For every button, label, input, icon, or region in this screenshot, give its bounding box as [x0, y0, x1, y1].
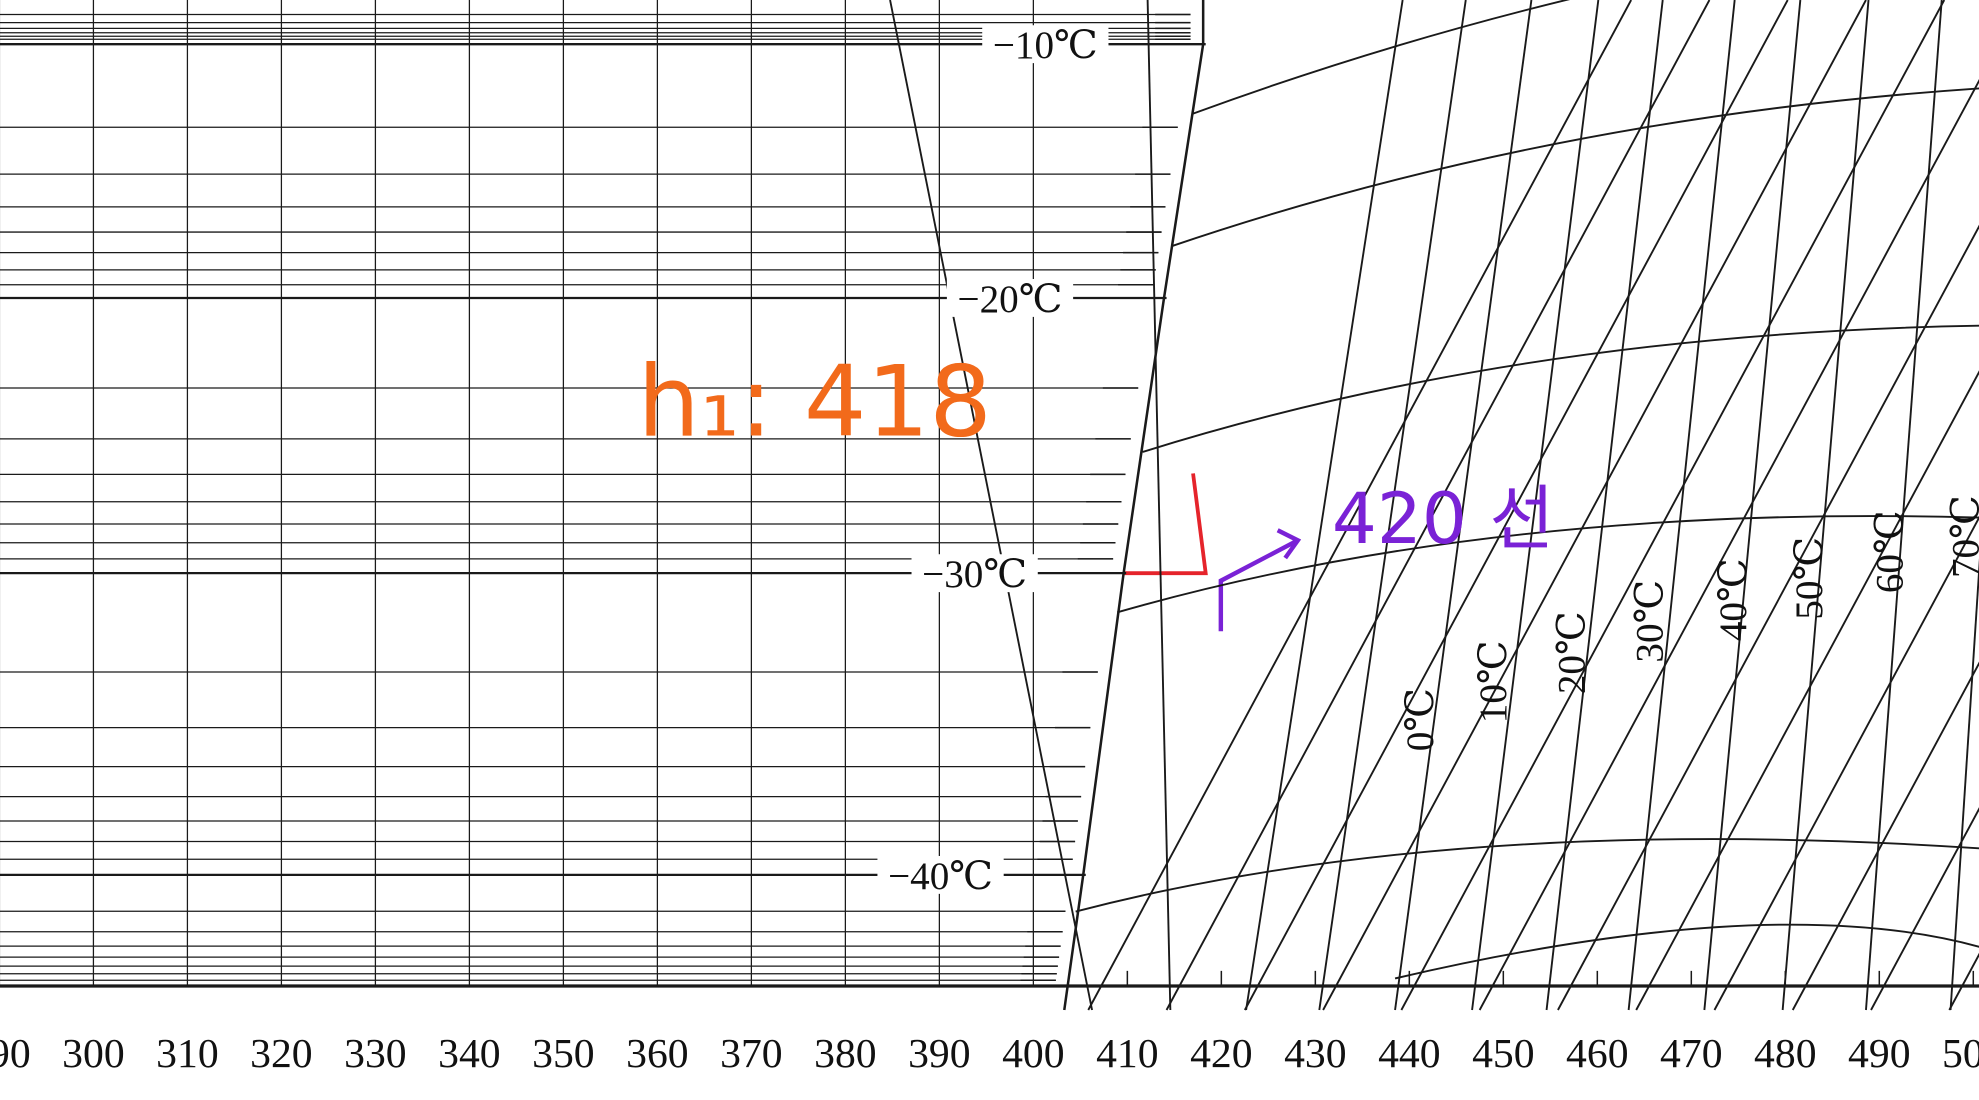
saturated-vapor-line — [1063, 0, 1205, 1011]
sat-temp-label: −40℃ — [888, 855, 993, 898]
x-tick-label: 400 — [1002, 1031, 1064, 1077]
superheat-temp-label: 20℃ — [1550, 611, 1593, 694]
superheat-temp-label: 30℃ — [1629, 580, 1672, 663]
x-tick-label: 430 — [1284, 1031, 1346, 1077]
x-tick-label: 470 — [1660, 1031, 1722, 1077]
x-tick-label: 450 — [1472, 1031, 1534, 1077]
isochore — [1142, 324, 1979, 453]
isotherm-line — [1865, 0, 1943, 1011]
superheat-temp-label: 10℃ — [1472, 640, 1515, 723]
isochore — [1075, 838, 1979, 913]
isentrope — [1322, 0, 1867, 1011]
isentrope — [1713, 515, 1979, 1011]
isentrope — [1243, 0, 1789, 1011]
label-bg — [911, 554, 1038, 593]
superheat-temp-label: 70℃ — [1944, 495, 1979, 578]
isotherm-line — [1471, 0, 1600, 1011]
x-tick-label: 440 — [1378, 1031, 1440, 1077]
superheat-temp-label: 40℃ — [1712, 558, 1755, 641]
x-tick-label: 310 — [156, 1031, 218, 1077]
x-tick-label: 360 — [626, 1031, 688, 1077]
annotation-h1: h₁: 418 — [638, 346, 992, 460]
sat-temp-label: −10℃ — [993, 24, 1098, 67]
isotherm-line — [1245, 0, 1404, 1011]
label-bg — [946, 279, 1074, 317]
annotation-line: 420 선 — [1332, 477, 1554, 560]
superheat-temp-label: 60℃ — [1869, 510, 1912, 593]
x-tick-label: 300 — [62, 1031, 124, 1077]
isochore — [1117, 515, 1979, 614]
x-tick-label: 460 — [1566, 1031, 1628, 1077]
superheat-temp-label: 50℃ — [1788, 537, 1831, 620]
x-tick-label: 380 — [814, 1031, 876, 1077]
x-tick-label: 350 — [532, 1031, 594, 1077]
x-tick-label: 500 — [1942, 1031, 1979, 1077]
isotherm-line — [1949, 557, 1979, 1011]
isotherm-line — [1146, 0, 1172, 1011]
isotherm-line — [1781, 0, 1870, 1011]
isentrope — [1087, 0, 1632, 1011]
x-tick-label: 480 — [1754, 1031, 1816, 1077]
x-tick-label: 420 — [1190, 1031, 1252, 1077]
x-tick-label: 290 — [0, 1031, 31, 1077]
superheat-temp-label: 0℃ — [1399, 688, 1442, 751]
isochore — [1192, 0, 1571, 115]
isentrope — [1557, 224, 1979, 1011]
isentrope — [1791, 661, 1979, 1011]
isentrope — [1165, 0, 1711, 1011]
diagram-body: 290 300 310 320 330 340 350 360 370 380 390 400 410 4… — [0, 0, 1979, 1077]
isotherm-line — [1627, 0, 1736, 1011]
sat-temp-label: −20℃ — [958, 278, 1063, 321]
x-tick-label: 370 — [720, 1031, 782, 1077]
sat-temp-label: −30℃ — [922, 553, 1027, 596]
isentrope — [1635, 370, 1979, 1011]
purple-arrow — [1218, 538, 1299, 632]
x-tick-label: 330 — [344, 1031, 406, 1077]
isotherm-line — [889, 0, 1093, 1011]
isochore — [1394, 923, 1979, 980]
purple-arrowhead — [1276, 528, 1302, 560]
x-tick-label: 410 — [1096, 1031, 1158, 1077]
x-tick-label: 390 — [908, 1031, 970, 1077]
x-tick-label: 320 — [250, 1031, 312, 1077]
isotherm-line — [1394, 0, 1533, 1011]
isochore — [1171, 87, 1979, 248]
isotherm-line — [1703, 0, 1802, 1011]
x-tick-label: 340 — [438, 1031, 500, 1077]
label-bg — [877, 855, 1004, 894]
label-bg — [982, 25, 1109, 64]
x-tick-label: 490 — [1848, 1031, 1910, 1077]
red-mark — [1123, 473, 1208, 576]
